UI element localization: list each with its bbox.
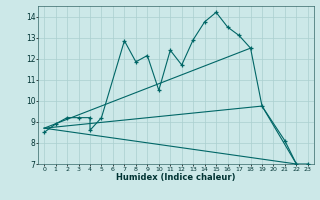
X-axis label: Humidex (Indice chaleur): Humidex (Indice chaleur) [116, 173, 236, 182]
